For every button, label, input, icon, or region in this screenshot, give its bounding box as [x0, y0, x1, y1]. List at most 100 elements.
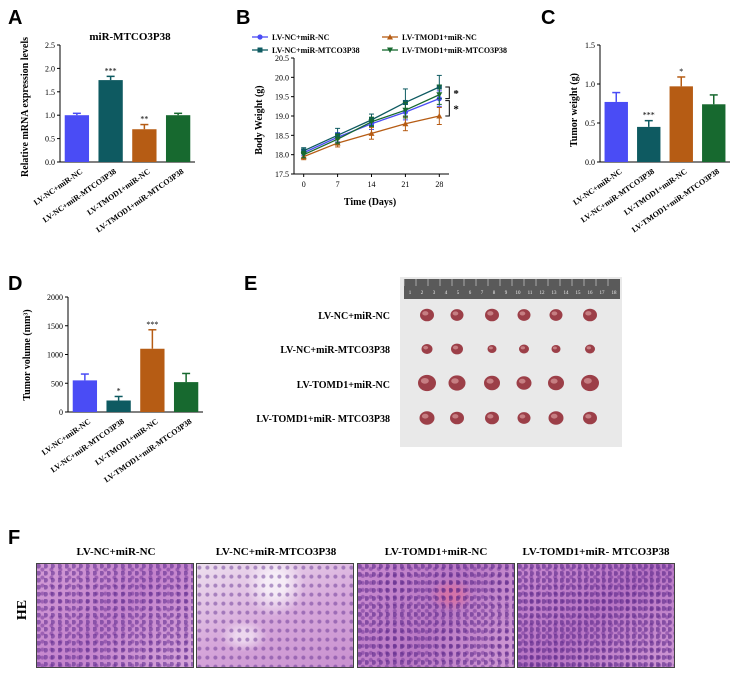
y-tick-label: 18.5: [275, 131, 289, 140]
chart-b-ylabel: Body Weight (g): [254, 85, 265, 154]
significance-label: ***: [146, 320, 158, 329]
ruler-number: 13: [552, 291, 558, 296]
ruler-number: 18: [612, 291, 618, 296]
tumor-highlight: [422, 311, 429, 316]
tumor-highlight: [452, 414, 459, 419]
he-image-4: [517, 563, 675, 668]
tumor-highlight: [585, 311, 592, 316]
bar: [64, 115, 90, 162]
panel-letter-e: E: [244, 273, 257, 295]
y-tick-label: 1.0: [585, 80, 595, 89]
y-tick-label: 0.5: [585, 119, 595, 128]
he-image-2: [196, 563, 354, 668]
row-label: LV-TOMD1+miR- MTCO3P38: [256, 414, 390, 425]
ruler-number: 6: [469, 291, 472, 296]
chart-d: Tumor volume (mm³) 0500100015002000LV-NC…: [22, 293, 203, 484]
data-point: [368, 119, 375, 125]
tumor-highlight: [583, 377, 592, 384]
ruler: 1 2 3 4 5 6 7 8 9 10 11 12 13 14 15 16 17 18: [403, 279, 620, 299]
data-point: [257, 47, 263, 53]
row-label: LV-NC+miR-MTCO3P38: [280, 345, 390, 356]
tumor-highlight: [421, 413, 429, 419]
significance-label: ***: [643, 111, 655, 120]
tumor-highlight: [451, 378, 459, 384]
he-header-2: LV-NC+miR-MTCO3P38: [216, 546, 337, 558]
ruler-number: 8: [493, 291, 496, 296]
tumor-highlight: [487, 311, 494, 316]
chart-c-ylabel: Tumor weight (g): [569, 73, 580, 147]
he-stain-label: HE: [15, 600, 30, 620]
bar: [140, 348, 165, 412]
ruler-number: 16: [588, 291, 594, 296]
significance-label: *: [453, 88, 459, 100]
y-tick-label: 0.0: [585, 158, 595, 167]
significance-label: *: [453, 103, 459, 115]
bar: [165, 115, 191, 162]
ruler-number: 4: [445, 291, 448, 296]
x-tick-label: 28: [435, 180, 443, 189]
bar: [98, 80, 123, 162]
y-tick-label: 20.0: [275, 73, 289, 82]
y-tick-label: 0.0: [45, 158, 55, 167]
data-point: [402, 120, 409, 127]
y-tick-label: 20.5: [275, 54, 289, 63]
panel-letter-a: A: [8, 7, 22, 29]
tumor-photo-panel: LV-NC+miR-NC LV-NC+miR-MTCO3P38 LV-TOMD1…: [256, 277, 622, 447]
y-tick-label: 2.0: [45, 64, 55, 73]
tumor-specimens: [418, 308, 599, 425]
ruler-number: 12: [540, 291, 546, 296]
y-tick-label: 18.0: [275, 151, 289, 160]
row-label: LV-TOMD1+miR-NC: [297, 380, 390, 391]
data-point: [387, 34, 393, 40]
tumor-highlight: [519, 414, 526, 419]
tumor-row-label-4: LV-TOMD1+miR- MTCO3P38: [256, 414, 390, 425]
ruler-number: 17: [600, 291, 606, 296]
legend-label: LV-NC+miR-NC: [272, 33, 330, 42]
y-tick-label: 0: [59, 408, 63, 417]
he-image-3: [357, 563, 515, 668]
bar: [702, 104, 726, 162]
data-point: [387, 47, 393, 53]
he-image-1: [36, 563, 194, 668]
tumor-highlight: [488, 346, 493, 350]
y-tick-label: 2000: [47, 293, 63, 302]
he-header-1: LV-NC+miR-NC: [77, 546, 156, 558]
tumor-highlight: [452, 345, 459, 350]
ruler-number: 9: [505, 291, 508, 296]
tumor-highlight: [420, 377, 429, 384]
ruler-number: 11: [528, 291, 533, 296]
ruler-number: 7: [481, 291, 484, 296]
chart-d-ylabel: Tumor volume (mm³): [22, 309, 33, 400]
ruler-body: [404, 279, 620, 299]
he-header-4: LV-TOMD1+miR- MTCO3P38: [523, 546, 670, 558]
tumor-row-label-1: LV-NC+miR-NC: [318, 311, 390, 322]
data-point: [436, 92, 443, 98]
ruler-number: 10: [516, 291, 522, 296]
tumor-row-label-3: LV-TOMD1+miR-NC: [297, 380, 390, 391]
data-point: [368, 130, 375, 136]
bar: [637, 126, 661, 162]
chart-a-title: miR-MTCO3P38: [89, 31, 171, 43]
y-tick-label: 2.5: [45, 41, 55, 50]
panel-letter-f: F: [8, 527, 20, 549]
ruler-number: 2: [421, 291, 424, 296]
tumor-highlight: [519, 311, 526, 316]
chart-c: Tumor weight (g) 0.00.51.01.5LV-NC+miR-N…: [569, 41, 730, 234]
tumor-highlight: [487, 414, 494, 419]
tumor-highlight: [585, 414, 592, 419]
panel-letter-c: C: [541, 7, 555, 29]
bar: [106, 400, 131, 412]
x-tick-label: 14: [368, 180, 376, 189]
data-point: [301, 148, 307, 154]
significance-label: **: [140, 115, 148, 124]
tumor-highlight: [550, 413, 558, 419]
data-point: [436, 113, 443, 119]
ruler-number: 3: [433, 291, 436, 296]
bar: [604, 101, 628, 162]
x-tick-label: 21: [401, 180, 409, 189]
bar: [132, 129, 157, 162]
y-tick-label: 17.5: [275, 170, 289, 179]
y-tick-label: 1.5: [585, 41, 595, 50]
chart-a-ylabel: Relative mRNA expression levels: [20, 37, 31, 177]
